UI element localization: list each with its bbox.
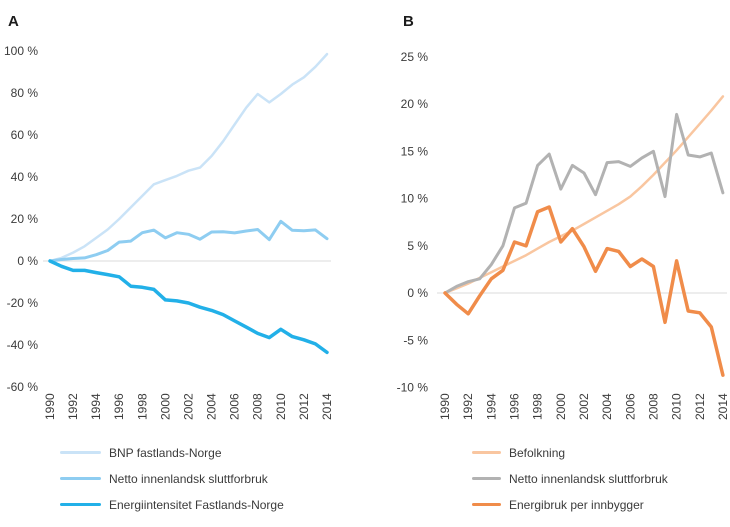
x-tick-label: 2012 [297, 393, 311, 420]
line-befolkning [443, 95, 725, 295]
y-tick-label: 100 % [4, 44, 38, 58]
x-tick-label: 2008 [646, 393, 660, 420]
legend-swatch-energiintensitet [60, 502, 101, 507]
x-tick-label: 2002 [182, 393, 196, 420]
y-tick-label: 20 % [11, 212, 39, 226]
line-netto-innenlandsk-sluttforbruk [443, 112, 725, 295]
x-tick-label: 2000 [554, 393, 568, 420]
legend-label: Netto innenlandsk sluttforbruk [109, 471, 268, 486]
legend-label: Netto innenlandsk sluttforbruk [509, 471, 668, 486]
line-bnp-fastlands-norge [48, 52, 329, 263]
y-tick-label: 20 % [401, 97, 429, 111]
panel-b-letter: B [403, 13, 414, 30]
y-tick-label: -40 % [7, 338, 39, 352]
x-tick-label: 1992 [66, 393, 80, 420]
y-tick-label: -60 % [7, 380, 39, 394]
y-tick-label: 60 % [11, 128, 39, 142]
y-tick-label: -5 % [403, 333, 428, 347]
y-tick-label: 40 % [11, 170, 39, 184]
x-tick-label: 2012 [693, 393, 707, 420]
y-tick-label: -20 % [7, 296, 39, 310]
x-tick-label: 2000 [158, 393, 172, 420]
legend-swatch-netto-sluttforbruk [60, 477, 101, 480]
panel-a-legend: BNP fastlands-Norge Netto innenlandsk sl… [60, 445, 284, 512]
panel-a-chart: 100 % 80 % 60 % 40 % 20 % 0 % -20 % -40 % -60 % 1… [4, 44, 334, 420]
legend-item: Energiintensitet Fastlands-Norge [60, 497, 284, 512]
y-tick-label: 10 % [401, 192, 429, 206]
x-tick-label: 2014 [320, 393, 334, 420]
y-tick-label: 0 % [407, 286, 428, 300]
legend-swatch-befolkning [472, 451, 501, 454]
x-tick-label: 2006 [228, 393, 242, 420]
legend-item: Netto innenlandsk sluttforbruk [60, 471, 284, 486]
panel-b-legend: Befolkning Netto innenlandsk sluttforbru… [472, 445, 668, 512]
x-tick-label: 2010 [274, 393, 288, 420]
legend-label: BNP fastlands-Norge [109, 445, 222, 460]
x-tick-label: 2002 [577, 393, 591, 420]
panel-b: B 25 % 20 % 15 % 10 % 5 % 0 % -5 % -10 % 1990 199… [365, 0, 730, 527]
x-tick-label: 2004 [600, 393, 614, 420]
x-tick-label: 2014 [716, 393, 730, 420]
x-tick-label: 1996 [112, 393, 126, 420]
legend-swatch-netto-sluttforbruk [472, 477, 501, 480]
x-tick-label: 2006 [623, 393, 637, 420]
y-tick-label: 80 % [11, 86, 39, 100]
y-tick-label: 5 % [407, 239, 428, 253]
legend-label: Befolkning [509, 445, 566, 460]
panel-a: A 100 % 80 % 60 % 40 % 20 % 0 % -20 % -40 % -60 … [4, 13, 334, 512]
x-tick-label: 1996 [508, 393, 522, 420]
legend-item: Befolkning [472, 445, 668, 460]
line-energibruk-per-innbygger [443, 205, 725, 377]
y-tick-label: 0 % [17, 254, 38, 268]
x-tick-label: 2008 [251, 393, 265, 420]
x-tick-label: 2004 [205, 393, 219, 420]
line-energiintensitet-fastlands-norge [48, 259, 329, 355]
x-tick-label: 1998 [135, 393, 149, 420]
panel-b-chart: 25 % 20 % 15 % 10 % 5 % 0 % -5 % -10 % 1990 1992 1… [397, 50, 730, 420]
legend-item: Energibruk per innbygger [472, 497, 668, 512]
x-tick-label: 1990 [43, 393, 57, 420]
legend-swatch-energibruk-per-innbygger [472, 502, 501, 507]
y-tick-label: 15 % [401, 144, 429, 158]
legend-label: Energiintensitet Fastlands-Norge [109, 497, 284, 512]
legend-label: Energibruk per innbygger [509, 497, 644, 512]
y-tick-label: -10 % [397, 381, 429, 395]
legend-item: BNP fastlands-Norge [60, 445, 284, 460]
x-tick-label: 1992 [461, 393, 475, 420]
line-netto-innenlandsk-sluttforbruk [48, 219, 329, 263]
y-tick-label: 25 % [401, 50, 429, 64]
x-tick-label: 1994 [89, 393, 103, 420]
legend-item: Netto innenlandsk sluttforbruk [472, 471, 668, 486]
legend-swatch-bnp [60, 451, 101, 454]
panel-a-letter: A [8, 13, 19, 30]
x-tick-label: 1998 [531, 393, 545, 420]
x-tick-label: 1994 [484, 393, 498, 420]
x-tick-label: 2010 [670, 393, 684, 420]
x-tick-label: 1990 [438, 393, 452, 420]
